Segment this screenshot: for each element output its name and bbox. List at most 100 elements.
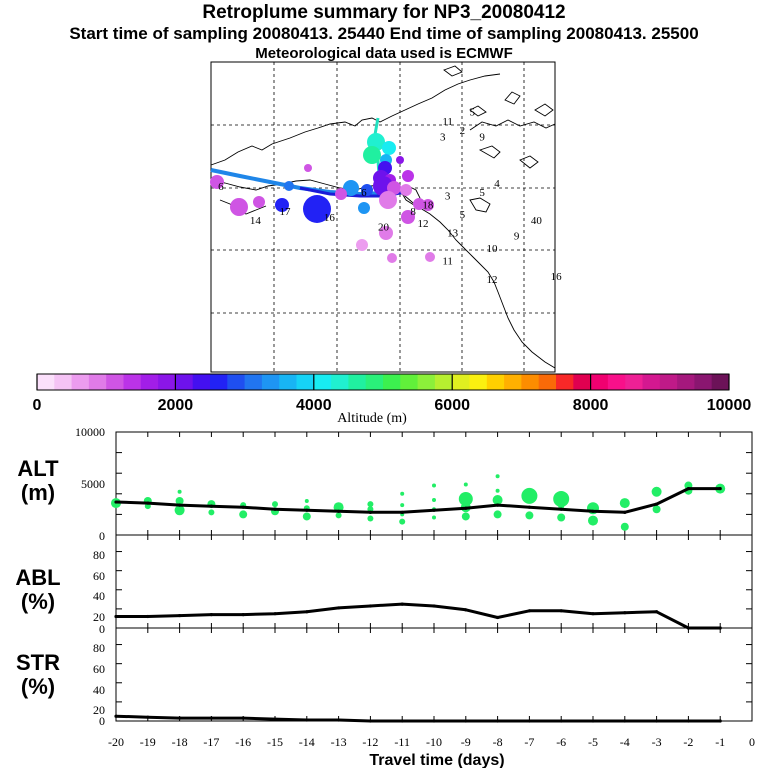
colorbar-cell <box>434 374 453 390</box>
str-data-point <box>368 719 372 723</box>
x-tick-label: -2 <box>683 735 693 749</box>
colorbar-tick-label: 4000 <box>296 397 332 414</box>
abl-data-point <box>178 613 182 618</box>
alt-data-point <box>559 507 563 511</box>
cluster-number-label: 11 <box>442 116 453 128</box>
abl-data-point <box>209 613 213 617</box>
alt-data-point <box>655 502 659 506</box>
alt-cluster-dot <box>557 513 566 522</box>
cluster-number-label: 8 <box>410 206 416 218</box>
plume-cluster <box>400 184 412 196</box>
str-data-point <box>464 719 468 723</box>
alt-cluster-dot <box>174 505 185 516</box>
alt-data-point <box>337 509 341 513</box>
x-tick-label: -20 <box>108 735 124 749</box>
alt-cluster-dot <box>493 510 502 519</box>
colorbar-cell <box>296 374 315 390</box>
colorbar-cell <box>140 374 159 390</box>
str-ytick: 60 <box>93 662 105 676</box>
plume-cluster <box>425 252 435 262</box>
x-tick-label: -1 <box>715 735 725 749</box>
colorbar-tick-label: 0 <box>33 397 42 414</box>
alt-cluster-dot <box>521 487 538 504</box>
colorbar-cell <box>694 374 713 390</box>
x-tick-label: -17 <box>203 735 219 749</box>
colorbar-cell <box>88 374 107 390</box>
abl-data-point <box>337 606 341 610</box>
sampling-times: Start time of sampling 20080413. 25440 E… <box>69 24 699 43</box>
plume-cluster <box>356 239 368 251</box>
x-tick-label: -15 <box>267 735 283 749</box>
colorbar-tick-labels: 0 2000 4000 6000 8000 10000 <box>33 374 751 414</box>
x-tick-label: -5 <box>588 735 598 749</box>
colorbar-cell <box>486 374 505 390</box>
cluster-number-label: 12 <box>487 274 498 286</box>
alt-cluster-dot <box>272 501 278 508</box>
colorbar-cell <box>573 374 591 390</box>
str-data-point <box>591 719 595 723</box>
cluster-number-label: 13 <box>447 228 459 240</box>
alt-data-point <box>114 500 118 504</box>
colorbar-tick-label: 6000 <box>434 397 470 414</box>
colorbar-cell <box>400 374 418 390</box>
abl-data-point <box>718 626 722 630</box>
series-lines <box>114 487 722 723</box>
alt-cluster-dot <box>553 490 570 507</box>
x-tick-label: -9 <box>461 735 471 749</box>
alt-panel-unit: (m) <box>21 480 55 505</box>
alt-cluster-dot <box>399 518 406 525</box>
str-data-point <box>527 719 532 723</box>
x-tick-label: -7 <box>524 735 534 749</box>
str-series-line <box>115 714 721 723</box>
cluster-number-label: 10 <box>487 243 499 255</box>
alt-cluster-dot <box>175 497 184 506</box>
cluster-number-label: 5 <box>460 209 466 221</box>
colorbar-cells <box>37 374 730 390</box>
plume-cluster <box>230 198 248 216</box>
str-data-point <box>114 714 118 718</box>
abl-ytick: 80 <box>93 548 105 562</box>
colorbar-cell <box>590 374 609 390</box>
abl-data-point <box>464 608 468 612</box>
cluster-number-label: 2 <box>460 125 466 137</box>
colorbar-cell <box>227 374 245 390</box>
x-tick-label: -12 <box>362 735 378 749</box>
colorbar-cell <box>313 374 332 390</box>
colorbar-cell <box>192 374 211 390</box>
map-gridlines <box>211 62 555 372</box>
cluster-number-label: 3 <box>440 131 446 143</box>
plume-cluster <box>363 146 381 164</box>
colorbar-tick-label: 8000 <box>573 397 609 414</box>
x-tick-label: -11 <box>394 735 410 749</box>
cluster-number-label: 6 <box>361 187 367 199</box>
abl-data-point <box>305 610 309 614</box>
alt-panel-label: ALT <box>17 456 59 481</box>
str-data-point <box>432 719 436 723</box>
alt-cluster-dot <box>461 512 470 521</box>
cluster-number-label: 16 <box>324 212 336 224</box>
plume-cluster <box>304 164 312 172</box>
alt-data-point <box>209 504 213 508</box>
x-tick-label: -13 <box>331 735 347 749</box>
cluster-number-label: 9 <box>479 131 485 143</box>
cluster-number-label: 16 <box>551 271 563 283</box>
x-tick-label: -10 <box>426 735 442 749</box>
map-frame <box>210 61 556 373</box>
alt-cluster-dot <box>463 482 468 487</box>
y-tick-marks <box>116 431 752 722</box>
alt-data-point <box>496 503 500 507</box>
alt-data-point <box>368 510 372 514</box>
str-data-point <box>209 716 213 720</box>
colorbar-cell <box>158 374 176 390</box>
str-data-point <box>241 716 245 720</box>
str-data-point <box>655 719 659 723</box>
alt-cluster-dot <box>367 506 374 513</box>
cluster-number-label: 3 <box>445 190 451 202</box>
x-tick-label: -6 <box>556 735 566 749</box>
colorbar-cell <box>123 374 142 390</box>
alt-data-point <box>432 508 436 512</box>
x-tick-label: -4 <box>620 735 630 749</box>
alt-cluster-dot <box>239 510 248 519</box>
alt-cluster-dot <box>367 515 374 522</box>
